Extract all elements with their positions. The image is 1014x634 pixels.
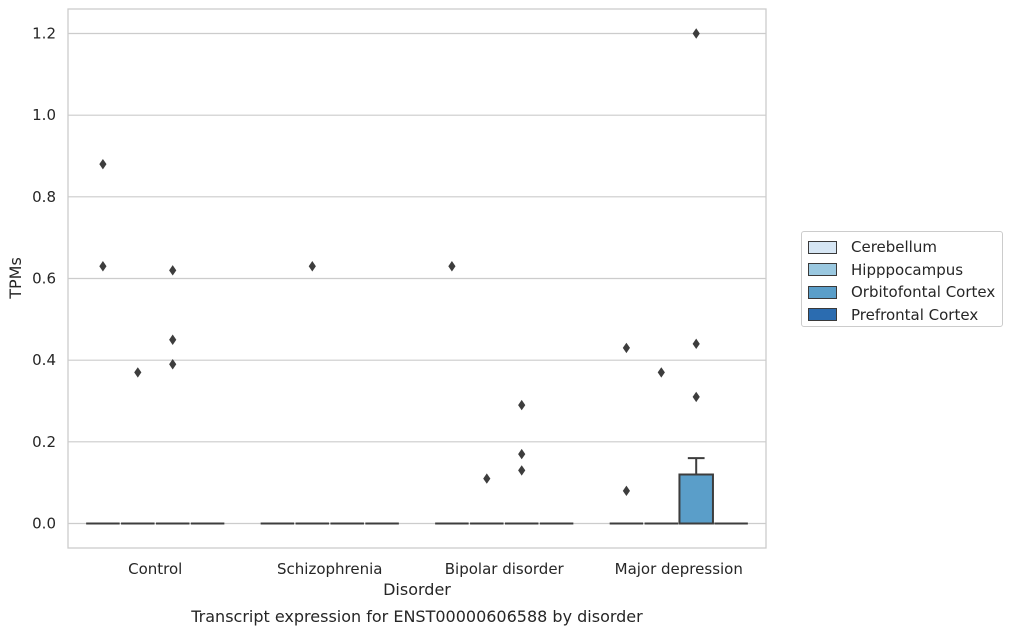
outlier-point <box>622 485 630 497</box>
plot-frame <box>67 8 767 549</box>
legend-item: Orbitofontal Cortex <box>808 281 1002 304</box>
outlier-point <box>518 465 526 476</box>
outlier-point <box>518 448 526 460</box>
y-tick-label: 0.2 <box>32 433 56 451</box>
outlier-points <box>99 28 700 497</box>
outlier-point <box>657 367 665 378</box>
box-orbitofontal-cortex <box>678 457 714 525</box>
outlier-point <box>448 261 456 272</box>
outlier-point <box>134 367 142 378</box>
outlier-point <box>99 158 107 170</box>
outlier-point <box>692 338 700 350</box>
legend-swatch <box>808 240 837 254</box>
y-tick-label: 1.0 <box>32 106 56 124</box>
outlier-point <box>169 359 177 370</box>
x-tick-label: Bipolar disorder <box>445 560 565 578</box>
y-tick-label: 0.8 <box>32 188 56 206</box>
chart-caption: Transcript expression for ENST0000060658… <box>190 607 643 626</box>
legend-item: Cerebellum <box>808 236 1002 259</box>
y-axis-label: TPMs <box>6 257 25 300</box>
legend-swatch <box>808 263 837 277</box>
outlier-point <box>692 391 700 403</box>
y-tick-label: 0.4 <box>32 351 56 369</box>
outlier-point <box>692 28 700 39</box>
x-tick-label: Major depression <box>615 560 743 578</box>
legend-label: Prefrontal Cortex <box>851 305 979 324</box>
legend-label: Orbitofontal Cortex <box>851 283 996 302</box>
box-body <box>678 473 714 525</box>
legend-swatch <box>808 285 837 299</box>
y-tick-label: 1.2 <box>32 25 56 43</box>
legend-swatch <box>808 308 837 322</box>
outlier-point <box>99 261 107 272</box>
legend: Cerebellum Hipppocampus Orbitofontal Corte… <box>801 231 1003 327</box>
outlier-point <box>169 265 177 276</box>
outlier-point <box>622 342 630 354</box>
boxes <box>86 457 748 525</box>
y-axis-ticks: 0.0 0.2 0.4 0.6 0.8 1.0 1.2 <box>32 25 56 533</box>
legend-label: Cerebellum <box>851 238 937 257</box>
legend-item: Hipppocampus <box>808 259 1002 282</box>
outlier-point <box>518 399 526 411</box>
grid-lines <box>68 32 766 525</box>
y-tick-label: 0.6 <box>32 270 56 288</box>
outlier-point <box>483 473 491 484</box>
x-axis-label: Disorder <box>383 580 451 599</box>
legend-label: Hipppocampus <box>851 260 964 279</box>
legend-item: Prefrontal Cortex <box>808 304 1002 327</box>
outlier-point <box>169 334 177 345</box>
x-tick-label: Schizophrenia <box>277 560 382 578</box>
x-tick-label: Control <box>128 560 182 578</box>
y-tick-label: 0.0 <box>32 515 56 533</box>
x-axis-ticks: Control Schizophrenia Bipolar disorder Majo… <box>128 560 743 578</box>
outlier-point <box>308 261 316 272</box>
